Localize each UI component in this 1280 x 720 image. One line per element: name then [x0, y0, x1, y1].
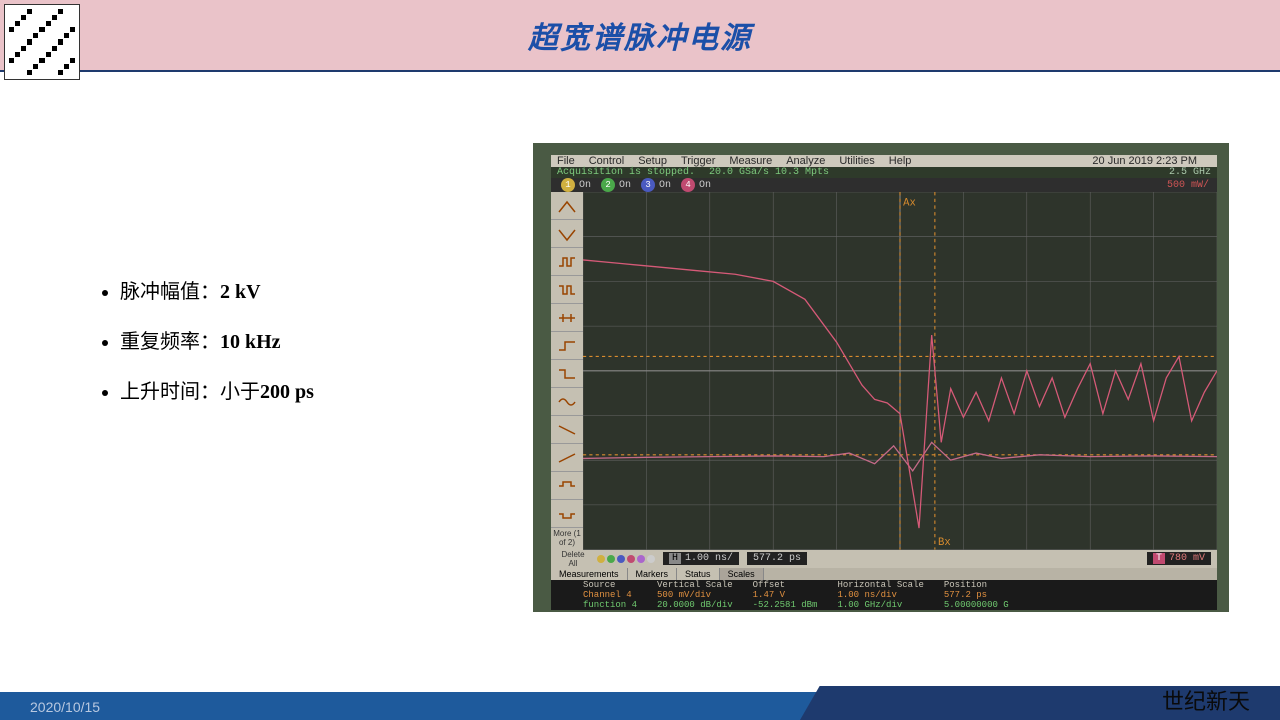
tab-measurements[interactable]: Measurements — [551, 568, 628, 580]
tab-status[interactable]: Status — [677, 568, 720, 580]
menu-control[interactable]: Control — [589, 155, 624, 167]
spec-list: 脉冲幅值：2 kV 重复频率：10 kHz 上升时间：小于200 ps — [0, 90, 460, 680]
channel-1[interactable]: 1On — [561, 178, 591, 192]
footer: 2020/10/15 世纪新天 — [0, 686, 1280, 720]
menu-setup[interactable]: Setup — [638, 155, 667, 167]
measure-col: Offset1.47 V-52.2581 dBm — [753, 580, 818, 610]
tool-button-11[interactable] — [551, 500, 583, 528]
measure-col: SourceChannel 4function 4 — [583, 580, 637, 610]
footer-date: 2020/10/15 — [30, 699, 100, 715]
bandwidth: 2.5 GHz — [1169, 167, 1211, 178]
measurement-panel: SourceChannel 4function 4 Vertical Scale5… — [551, 580, 1217, 610]
scope-datetime: 20 Jun 2019 2:23 PM — [1092, 155, 1197, 167]
menu-file[interactable]: File — [557, 155, 575, 167]
menu-trigger[interactable]: Trigger — [681, 155, 715, 167]
more-button[interactable]: More (1 of 2) — [551, 528, 583, 550]
tool-button-0[interactable] — [551, 192, 583, 220]
svg-text:Bx: Bx — [938, 537, 951, 549]
measure-col: Vertical Scale500 mV/div20.0000 dB/div — [657, 580, 733, 610]
spec-item: 脉冲幅值：2 kV — [120, 270, 460, 314]
menu-utilities[interactable]: Utilities — [839, 155, 874, 167]
timebase-readout: H 1.00 ns/ — [663, 552, 739, 565]
channel-dot[interactable] — [617, 555, 625, 563]
delete-all-button[interactable]: Delete All — [557, 549, 589, 569]
scope-toolbar: More (1 of 2) — [551, 192, 583, 550]
channel-dot[interactable] — [597, 555, 605, 563]
tool-button-5[interactable] — [551, 332, 583, 360]
spec-item: 重复频率：10 kHz — [120, 320, 460, 364]
ch4-sensitivity: 500 mW/ — [1167, 180, 1209, 191]
spec-item: 上升时间：小于200 ps — [120, 370, 460, 414]
tool-button-10[interactable] — [551, 472, 583, 500]
trigger-readout: T 780 mV — [1147, 552, 1211, 565]
tool-button-1[interactable] — [551, 220, 583, 248]
tool-button-3[interactable] — [551, 276, 583, 304]
tab-scales[interactable]: Scales — [720, 568, 764, 580]
channel-dot[interactable] — [627, 555, 635, 563]
channel-4[interactable]: 4On — [681, 178, 711, 192]
scope-status-row: Acquisition is stopped. 20.0 GSa/s 10.3 … — [551, 167, 1217, 178]
timebase-row: Delete All H 1.00 ns/ 577.2 ps T 780 mV — [551, 550, 1217, 568]
tool-button-4[interactable] — [551, 304, 583, 332]
measure-col: Horizontal Scale1.00 ns/div1.00 GHz/div — [837, 580, 923, 610]
tool-button-2[interactable] — [551, 248, 583, 276]
tabs-row: MeasurementsMarkersStatusScales — [551, 568, 1217, 580]
delay-readout: 577.2 ps — [747, 552, 807, 565]
tab-markers[interactable]: Markers — [628, 568, 678, 580]
qr-code — [4, 4, 80, 80]
tool-button-6[interactable] — [551, 360, 583, 388]
scope-screen: File Control Setup Trigger Measure Analyze Uti… — [551, 155, 1217, 600]
menu-analyze[interactable]: Analyze — [786, 155, 825, 167]
tool-button-8[interactable] — [551, 416, 583, 444]
svg-text:Ax: Ax — [903, 197, 916, 209]
channel-3[interactable]: 3On — [641, 178, 671, 192]
menu-measure[interactable]: Measure — [729, 155, 772, 167]
oscilloscope-photo: File Control Setup Trigger Measure Analyze Uti… — [533, 143, 1229, 612]
footer-brand: 世纪新天 — [1162, 684, 1250, 716]
tool-button-7[interactable] — [551, 388, 583, 416]
plot-area: More (1 of 2) Ax Bx — [551, 192, 1217, 550]
header-band: 超宽谱脉冲电源 — [0, 0, 1280, 72]
acq-status: Acquisition is stopped. — [557, 167, 695, 178]
scope-menubar: File Control Setup Trigger Measure Analyze Uti… — [551, 155, 1217, 167]
channel-2[interactable]: 2On — [601, 178, 631, 192]
tool-button-9[interactable] — [551, 444, 583, 472]
page-title: 超宽谱脉冲电源 — [528, 13, 752, 57]
channel-dots — [597, 555, 655, 563]
measure-col: Position577.2 ps5.00000000 G — [944, 580, 1009, 610]
channel-row: 1On 2On 3On 4On 500 mW/ — [551, 178, 1217, 192]
sample-rate: 20.0 GSa/s 10.3 Mpts — [709, 167, 829, 178]
waveform-plot: Ax Bx — [583, 192, 1217, 550]
channel-dot[interactable] — [647, 555, 655, 563]
menu-help[interactable]: Help — [889, 155, 912, 167]
channel-dot[interactable] — [607, 555, 615, 563]
channel-dot[interactable] — [637, 555, 645, 563]
